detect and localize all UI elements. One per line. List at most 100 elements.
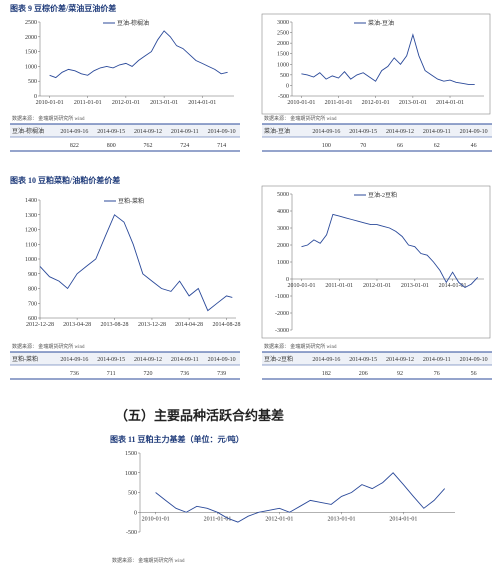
- table-header-cell: 2014-09-16: [60, 129, 88, 135]
- x-tick-label: 2011-01-01: [325, 283, 353, 289]
- table-cell: 66: [397, 143, 403, 149]
- x-tick-label: 2012-01-01: [265, 516, 293, 522]
- y-tick-label: 0: [286, 277, 289, 283]
- table-cell: 736: [180, 371, 189, 377]
- x-tick-label: 2011-01-01: [74, 100, 102, 106]
- figure-title: 图表 9 豆棕价差/菜油豆油价差: [10, 3, 116, 13]
- y-tick-label: 0: [34, 94, 37, 100]
- chart-frame: [261, 185, 491, 339]
- y-tick-label: 2000: [277, 243, 289, 249]
- y-tick-label: 2500: [25, 20, 37, 26]
- table-header-cell: 豆粕-菜粕: [12, 355, 38, 363]
- source: 数据来源： 金瑞期货研究所 wind: [12, 343, 85, 350]
- table-header-cell: 2014-09-15: [349, 357, 377, 363]
- y-tick-label: 600: [28, 316, 37, 322]
- x-tick-label: 2014-01-01: [188, 100, 216, 106]
- table-header-cell: 菜油-豆油: [264, 127, 290, 135]
- y-tick-label: 900: [28, 272, 37, 278]
- table-cell: 714: [217, 143, 226, 149]
- series-line: [49, 30, 228, 79]
- table-cell: 56: [471, 371, 477, 377]
- table-header-cell: 2014-09-10: [460, 129, 488, 135]
- table-cell: 182: [322, 371, 331, 377]
- x-tick-label: 2010-01-01: [142, 516, 170, 522]
- table-cell: 720: [144, 371, 153, 377]
- x-tick-label: 2013-04-28: [63, 322, 91, 328]
- table-header-cell: 豆油-2豆粕: [264, 355, 293, 363]
- chart-frame: [261, 13, 491, 115]
- table-cell: 46: [471, 143, 477, 149]
- x-tick-label: 2013-01-01: [150, 100, 178, 106]
- table-header-cell: 2014-09-10: [208, 357, 236, 363]
- table-cell: 92: [397, 371, 403, 377]
- y-tick-label: -1000: [275, 294, 289, 300]
- x-tick-label: 2014-01-01: [439, 283, 467, 289]
- table-header-cell: 2014-09-11: [423, 357, 451, 363]
- y-tick-label: 4000: [277, 209, 289, 215]
- table-header-cell: 2014-09-16: [312, 357, 340, 363]
- legend-label: 豆油-棕榈油: [117, 19, 149, 27]
- x-tick-label: 2014-08-28: [212, 322, 240, 328]
- y-tick-label: -500: [278, 94, 289, 100]
- table-cell: 736: [70, 371, 79, 377]
- table-header-cell: 2014-09-15: [97, 129, 125, 135]
- y-tick-label: -500: [126, 530, 137, 536]
- series-line: [39, 214, 233, 312]
- table-header-bg: [10, 352, 240, 365]
- y-tick-label: 2000: [25, 35, 37, 41]
- section-title: （五）主要品种活跃合约基差: [115, 408, 284, 423]
- series-line: [301, 33, 475, 85]
- table-header-cell: 2014-09-12: [134, 357, 162, 363]
- table-header-bg: [262, 352, 492, 365]
- table-header-cell: 2014-09-10: [460, 357, 488, 363]
- source: 数据来源： 金瑞期货研究所 wind: [112, 557, 185, 564]
- y-tick-label: 0: [134, 510, 137, 516]
- series-line: [155, 472, 446, 523]
- x-tick-label: 2012-01-01: [362, 100, 390, 106]
- y-tick-label: 1300: [25, 213, 37, 219]
- series-line: [301, 213, 479, 289]
- y-tick-label: -2000: [275, 311, 289, 317]
- x-tick-label: 2013-08-28: [101, 322, 129, 328]
- source: 数据来源： 金瑞期货研究所 wind: [264, 343, 337, 350]
- x-tick-label: 2012-12-28: [26, 322, 54, 328]
- table-header-cell: 2014-09-12: [134, 129, 162, 135]
- y-tick-label: 1000: [125, 471, 137, 477]
- y-tick-label: 500: [128, 491, 137, 497]
- table-cell: 206: [359, 371, 368, 377]
- y-tick-label: 1000: [25, 64, 37, 70]
- x-tick-label: 2010-01-01: [36, 100, 64, 106]
- y-tick-label: 800: [28, 287, 37, 293]
- source: 数据来源： 金瑞期货研究所 wind: [12, 115, 85, 122]
- table-header-cell: 2014-09-15: [349, 129, 377, 135]
- y-tick-label: 3000: [277, 20, 289, 26]
- x-tick-label: 2011-01-01: [204, 516, 232, 522]
- table-header-cell: 2014-09-16: [312, 129, 340, 135]
- table-header-cell: 2014-09-16: [60, 357, 88, 363]
- x-tick-label: 2013-01-01: [401, 283, 429, 289]
- x-tick-label: 2013-01-01: [399, 100, 427, 106]
- table-cell: 739: [217, 371, 226, 377]
- source: 数据来源： 金瑞期货研究所 wind: [264, 115, 337, 122]
- x-tick-label: 2010-01-01: [288, 283, 316, 289]
- x-tick-label: 2012-01-01: [112, 100, 140, 106]
- x-tick-label: 2013-01-01: [328, 516, 356, 522]
- y-tick-label: 2500: [277, 31, 289, 37]
- y-tick-label: 1500: [25, 50, 37, 56]
- y-tick-label: 1200: [25, 228, 37, 234]
- y-tick-label: 1500: [277, 52, 289, 58]
- table-header-cell: 豆油-棕榈油: [12, 127, 44, 135]
- x-tick-label: 2012-01-01: [363, 283, 391, 289]
- table-cell: 62: [434, 143, 440, 149]
- table-header-cell: 2014-09-10: [208, 129, 236, 135]
- figure-title: 图表 11 豆粕主力基差（单位：元/吨）: [110, 434, 244, 444]
- y-tick-label: 2000: [277, 41, 289, 47]
- table-header-cell: 2014-09-12: [386, 129, 414, 135]
- table-cell: 76: [434, 371, 440, 377]
- y-tick-label: 0: [286, 83, 289, 89]
- y-tick-label: 5000: [277, 192, 289, 198]
- table-header-cell: 2014-09-11: [423, 129, 451, 135]
- y-tick-label: 1500: [125, 451, 137, 457]
- legend-label: 菜油-豆油: [368, 19, 394, 27]
- table-cell: 822: [70, 143, 79, 149]
